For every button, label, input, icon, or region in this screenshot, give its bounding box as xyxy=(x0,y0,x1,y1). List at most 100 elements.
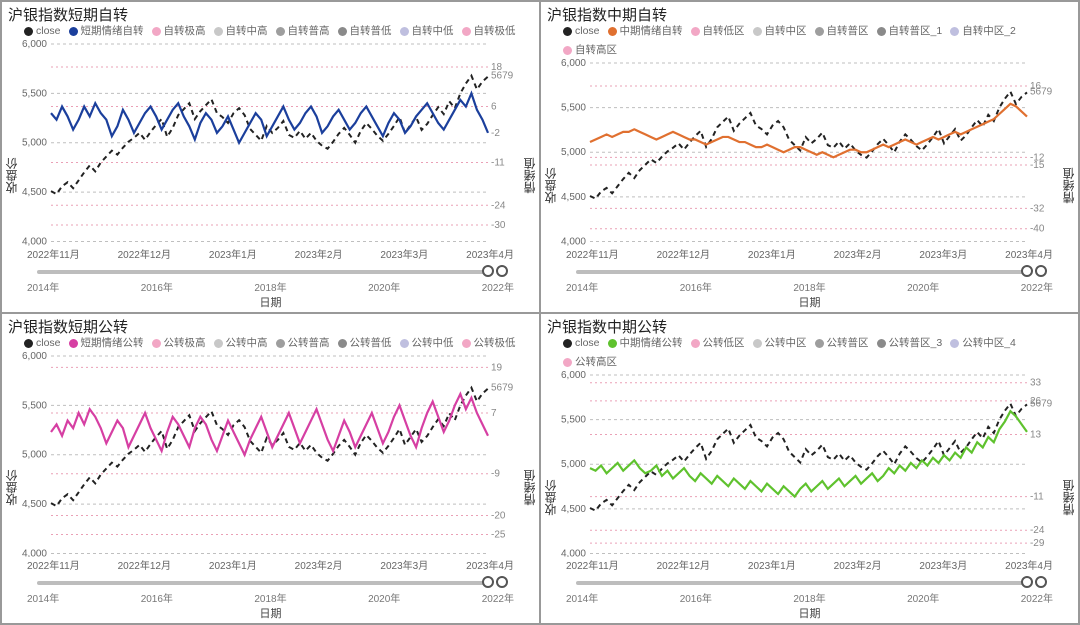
slider-label: 2014年 xyxy=(566,590,598,605)
legend-swatch xyxy=(950,27,959,36)
y-axis-left-label: 收盘价 xyxy=(2,40,21,312)
chart-row: 收盘价4,0004,5005,0005,5006,000567916-12-15… xyxy=(541,59,1078,312)
slider-label: 2018年 xyxy=(793,590,825,605)
slider-thumb-end[interactable] xyxy=(496,265,508,277)
legend-label: 公转普区_3 xyxy=(889,337,943,350)
legend-label: 公转中区 xyxy=(765,337,807,350)
legend-item: 短期情绪公转 xyxy=(69,337,144,350)
slider-label: 2018年 xyxy=(793,279,825,294)
range-slider[interactable] xyxy=(560,261,1059,279)
legend-item: 自转低区 xyxy=(691,25,745,38)
panel-title: 沪银指数中期自转 xyxy=(541,2,1078,25)
slider-thumb-end[interactable] xyxy=(496,576,508,588)
legend-swatch xyxy=(563,46,572,55)
legend-label: 公转普区 xyxy=(827,337,869,350)
svg-text:4,500: 4,500 xyxy=(22,499,47,510)
x-tick-label: 2022年11月 xyxy=(566,557,619,572)
legend-label: 公转高区 xyxy=(575,356,617,369)
legend-item: 公转普区 xyxy=(815,337,869,350)
legend-item: 公转普低 xyxy=(338,337,392,350)
slider-label: 2018年 xyxy=(254,279,286,294)
slider-label: 2022年 xyxy=(482,279,514,294)
svg-text:-15: -15 xyxy=(1030,160,1045,171)
chart-row: 收盘价4,0004,5005,0005,5006,0001956797-9-20… xyxy=(2,352,539,624)
slider-track[interactable] xyxy=(37,270,492,274)
svg-text:18: 18 xyxy=(491,62,503,73)
svg-text:-11: -11 xyxy=(491,158,505,169)
x-axis-caption: 日期 xyxy=(21,605,520,623)
slider-thumb-right[interactable] xyxy=(1021,576,1033,588)
svg-text:16: 16 xyxy=(1030,81,1042,92)
legend-item: 短期情绪自转 xyxy=(69,25,144,38)
svg-text:-40: -40 xyxy=(1030,224,1045,235)
panel-title: 沪银指数中期公转 xyxy=(541,314,1078,337)
range-slider[interactable] xyxy=(560,572,1059,590)
y-axis-right-label: 情绪值 xyxy=(520,352,539,624)
x-axis-ticks: 2022年11月2022年12月2023年1月2023年2月2023年3月202… xyxy=(560,246,1059,261)
legend-swatch xyxy=(691,27,700,36)
y-axis-right-label: 情绪值 xyxy=(520,40,539,312)
slider-thumb-end[interactable] xyxy=(1035,265,1047,277)
legend-item: 公转高区 xyxy=(563,356,617,369)
legend-item: 公转中高 xyxy=(214,337,268,350)
range-slider[interactable] xyxy=(21,261,520,279)
legend-label: 自转中区 xyxy=(765,25,807,38)
legend-item: close xyxy=(563,337,600,350)
legend-swatch xyxy=(563,27,572,36)
legend-swatch xyxy=(753,27,762,36)
slider-label: 2016年 xyxy=(141,590,173,605)
slider-label: 2022年 xyxy=(482,590,514,605)
legend-item: 自转普区_1 xyxy=(877,25,943,38)
legend-item: 自转中区 xyxy=(753,25,807,38)
slider-labels: 2014年2016年2018年2020年2022年 xyxy=(21,590,520,605)
legend-label: 公转中低 xyxy=(412,337,454,350)
x-axis-caption: 日期 xyxy=(21,294,520,312)
legend-swatch xyxy=(400,27,409,36)
svg-text:6,000: 6,000 xyxy=(22,352,47,362)
legend-swatch xyxy=(691,339,700,348)
slider-track[interactable] xyxy=(576,581,1031,585)
legend-item: 自转普低 xyxy=(338,25,392,38)
x-tick-label: 2023年2月 xyxy=(834,246,882,261)
slider-label: 2014年 xyxy=(27,590,59,605)
legend-item: 公转中区_4 xyxy=(950,337,1016,350)
slider-label: 2020年 xyxy=(907,590,939,605)
slider-label: 2022年 xyxy=(1021,279,1053,294)
svg-text:5,500: 5,500 xyxy=(561,414,586,425)
svg-text:6: 6 xyxy=(491,102,497,113)
plot-wrap: 4,0004,5005,0005,5006,0003356792613-11-2… xyxy=(560,371,1059,624)
slider-thumb-end[interactable] xyxy=(1035,576,1047,588)
svg-text:4,000: 4,000 xyxy=(22,237,47,246)
legend-item: 公转低区 xyxy=(691,337,745,350)
legend-label: 自转中高 xyxy=(226,25,268,38)
legend-label: 中期情绪公转 xyxy=(620,337,683,350)
plot-area: 4,0004,5005,0005,5006,0003356792613-11-2… xyxy=(560,371,1059,558)
legend-label: 公转极高 xyxy=(164,337,206,350)
legend-item: 公转中低 xyxy=(400,337,454,350)
slider-label: 2014年 xyxy=(27,279,59,294)
legend-item: 自转普区 xyxy=(815,25,869,38)
x-tick-label: 2023年4月 xyxy=(466,557,514,572)
svg-text:-9: -9 xyxy=(491,468,500,479)
legend-label: 自转普区_1 xyxy=(889,25,943,38)
y-axis-right-label: 情绪值 xyxy=(1059,371,1078,624)
slider-track[interactable] xyxy=(37,581,492,585)
range-slider[interactable] xyxy=(21,572,520,590)
svg-text:5,000: 5,000 xyxy=(561,459,586,470)
svg-text:5,000: 5,000 xyxy=(22,449,47,460)
plot-area: 4,0004,5005,0005,5006,0001956797-9-20-25 xyxy=(21,352,520,558)
slider-track[interactable] xyxy=(576,270,1031,274)
legend-swatch xyxy=(815,27,824,36)
slider-thumb-right[interactable] xyxy=(482,265,494,277)
chart-grid: 沪银指数短期自转close短期情绪自转自转极高自转中高自转普高自转普低自转中低自… xyxy=(0,0,1080,625)
svg-text:6,000: 6,000 xyxy=(22,40,47,50)
legend-label: 公转普高 xyxy=(288,337,330,350)
slider-thumb-right[interactable] xyxy=(482,576,494,588)
slider-thumb-right[interactable] xyxy=(1021,265,1033,277)
legend-label: 自转极低 xyxy=(474,25,516,38)
chart-panel-1: 沪银指数中期自转close中期情绪自转自转低区自转中区自转普区自转普区_1自转中… xyxy=(540,1,1079,313)
legend-item: 自转高区 xyxy=(563,44,617,57)
legend-swatch xyxy=(608,339,617,348)
legend-swatch xyxy=(152,339,161,348)
legend-label: 自转高区 xyxy=(575,44,617,57)
